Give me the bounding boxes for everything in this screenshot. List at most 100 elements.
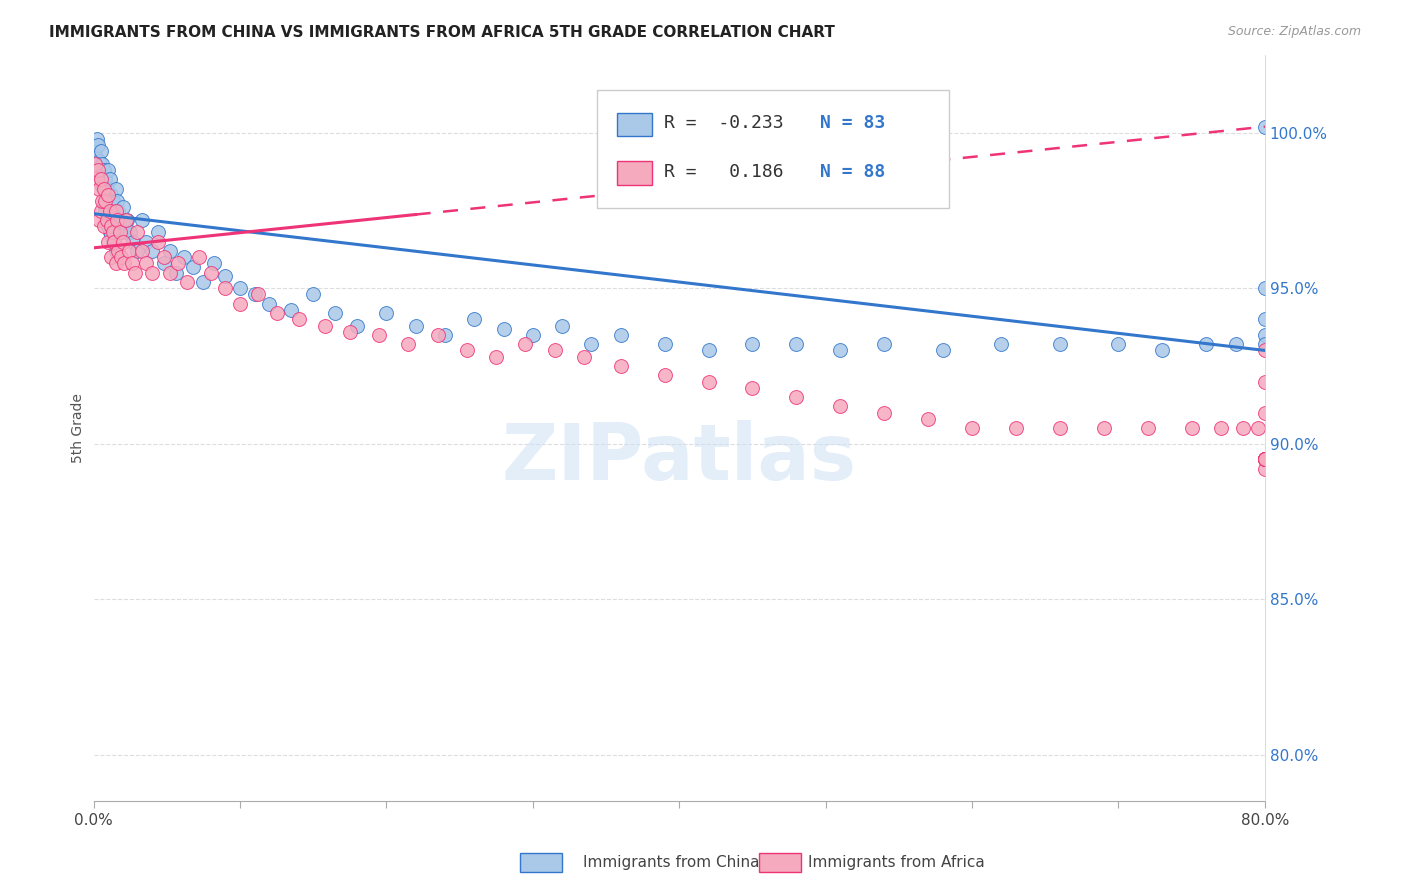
Point	[193, 275, 215, 289]
Point	[104, 182, 127, 196]
Point	[572, 350, 595, 364]
Point	[87, 138, 110, 153]
Point	[122, 235, 145, 249]
Point	[581, 337, 603, 351]
FancyBboxPatch shape	[617, 161, 652, 185]
Point	[1254, 452, 1277, 467]
Point	[202, 256, 225, 270]
Point	[91, 178, 114, 193]
Point	[1254, 281, 1277, 295]
Point	[96, 213, 118, 227]
Point	[111, 201, 134, 215]
Point	[100, 188, 122, 202]
Point	[117, 213, 139, 227]
Point	[131, 244, 153, 258]
Point	[176, 275, 198, 289]
Point	[1254, 461, 1277, 475]
Point	[90, 172, 112, 186]
Point	[153, 250, 176, 264]
Point	[917, 412, 939, 426]
Point	[135, 235, 157, 249]
Point	[103, 203, 125, 218]
Point	[167, 256, 190, 270]
Point	[89, 213, 111, 227]
Point	[1254, 120, 1277, 134]
Point	[1254, 452, 1277, 467]
Point	[1136, 421, 1159, 435]
Point	[830, 343, 852, 358]
Point	[1254, 375, 1277, 389]
Point	[1181, 421, 1204, 435]
Point	[86, 132, 108, 146]
Point	[146, 225, 169, 239]
Point	[87, 163, 110, 178]
Point	[118, 244, 141, 258]
Point	[114, 225, 136, 239]
Point	[159, 266, 181, 280]
Point	[98, 203, 121, 218]
Point	[84, 157, 107, 171]
Point	[98, 172, 121, 186]
Point	[108, 225, 131, 239]
Point	[141, 266, 163, 280]
Point	[544, 343, 567, 358]
Point	[229, 281, 252, 295]
Point	[105, 194, 128, 209]
Point	[121, 256, 143, 270]
Point	[1209, 421, 1232, 435]
Point	[1254, 406, 1277, 420]
Point	[551, 318, 574, 333]
Point	[159, 244, 181, 258]
Point	[266, 306, 288, 320]
Point	[522, 327, 544, 342]
Point	[112, 256, 135, 270]
FancyBboxPatch shape	[520, 853, 562, 872]
Point	[91, 157, 114, 171]
Point	[146, 235, 169, 249]
FancyBboxPatch shape	[598, 90, 949, 208]
Point	[105, 213, 128, 227]
Point	[873, 337, 896, 351]
Point	[141, 244, 163, 258]
Point	[101, 225, 124, 239]
Point	[932, 343, 955, 358]
Point	[463, 312, 485, 326]
Point	[84, 147, 107, 161]
Point	[426, 327, 449, 342]
Point	[200, 266, 222, 280]
Point	[259, 297, 281, 311]
Point	[91, 194, 114, 209]
Point	[396, 337, 419, 351]
Point	[127, 244, 149, 258]
Point	[368, 327, 391, 342]
Y-axis label: 5th Grade: 5th Grade	[72, 393, 86, 463]
Point	[93, 182, 115, 196]
Point	[153, 256, 176, 270]
Point	[1092, 421, 1115, 435]
Point	[785, 337, 807, 351]
Text: Immigrants from China: Immigrants from China	[583, 855, 761, 870]
Point	[246, 287, 269, 301]
Point	[87, 166, 110, 180]
Point	[375, 306, 398, 320]
Point	[323, 306, 346, 320]
Point	[1254, 337, 1277, 351]
Point	[89, 182, 111, 196]
Point	[1254, 452, 1277, 467]
Point	[456, 343, 478, 358]
Point	[433, 327, 456, 342]
Point	[131, 213, 153, 227]
Text: R =  -0.233: R = -0.233	[664, 114, 783, 132]
Point	[96, 213, 118, 227]
Point	[100, 228, 122, 243]
Point	[93, 197, 115, 211]
Point	[1254, 452, 1277, 467]
Point	[104, 256, 127, 270]
Point	[107, 203, 129, 218]
Point	[697, 375, 720, 389]
Point	[654, 337, 676, 351]
Point	[86, 172, 108, 186]
Point	[90, 203, 112, 218]
Point	[1195, 337, 1218, 351]
Point	[214, 281, 236, 295]
